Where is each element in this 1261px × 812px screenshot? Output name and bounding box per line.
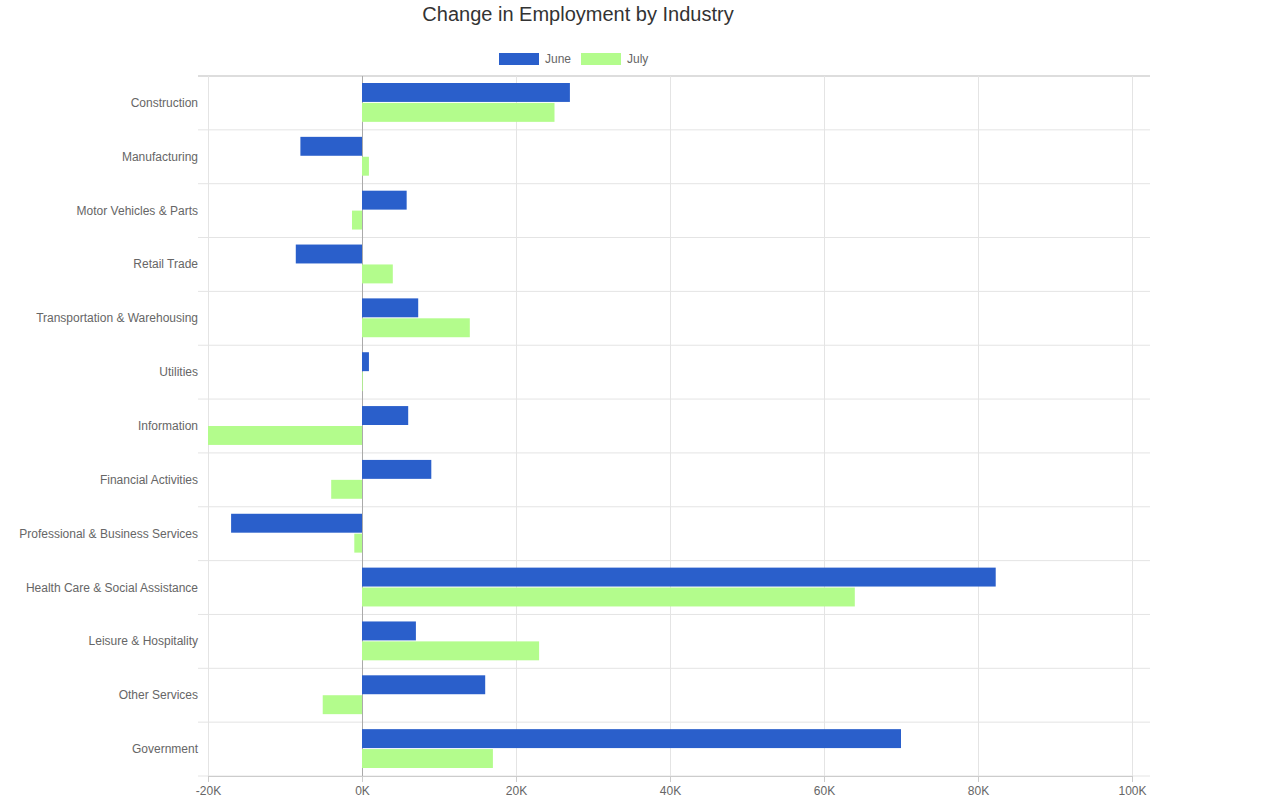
bar <box>362 749 493 768</box>
category-gridline <box>198 129 1150 130</box>
grid <box>198 76 1150 782</box>
bar <box>362 675 485 694</box>
bar <box>352 211 362 230</box>
bar <box>354 534 362 553</box>
bar <box>362 406 408 425</box>
category-gridline <box>198 76 1150 77</box>
category-label: Retail Trade <box>133 257 198 271</box>
category-gridline <box>198 345 1150 346</box>
legend-swatch <box>581 53 621 65</box>
category-label: Professional & Business Services <box>19 527 198 541</box>
category-label: Utilities <box>159 365 198 379</box>
bar <box>362 641 539 660</box>
bar <box>300 137 362 156</box>
tick-label: 100K <box>1118 784 1146 798</box>
bar <box>362 621 416 640</box>
category-label: Transportation & Warehousing <box>36 311 198 325</box>
bar <box>208 426 362 445</box>
bar <box>362 352 369 371</box>
category-label: Leisure & Hospitality <box>89 634 198 648</box>
category-gridline <box>198 668 1150 669</box>
category-gridline <box>198 614 1150 615</box>
tick-label: 20K <box>506 784 527 798</box>
bar <box>362 588 855 607</box>
tick-label: 80K <box>968 784 989 798</box>
bars <box>208 83 996 768</box>
category-gridline <box>198 560 1150 561</box>
bar <box>362 568 996 587</box>
bar <box>362 103 555 122</box>
category-label: Information <box>138 419 198 433</box>
chart: Change in Employment by Industry June July… <box>0 0 1261 812</box>
category-gridline <box>198 722 1150 723</box>
gridline <box>1132 76 1133 776</box>
tick-label: 40K <box>660 784 681 798</box>
category-gridline <box>198 452 1150 453</box>
bar <box>296 245 362 264</box>
category-label: Construction <box>131 96 198 110</box>
gridline <box>670 76 671 776</box>
category-label: Financial Activities <box>100 473 198 487</box>
bar <box>331 480 362 499</box>
category-label: Government <box>132 742 199 756</box>
category-label: Other Services <box>119 688 198 702</box>
category-gridline <box>198 291 1150 292</box>
bar <box>362 460 431 479</box>
tick-label: -20K <box>196 784 221 798</box>
tick-label: 0K <box>355 784 370 798</box>
tick <box>1132 776 1133 782</box>
category-label: Motor Vehicles & Parts <box>77 204 198 218</box>
category-label: Manufacturing <box>122 150 198 164</box>
legend-label: June <box>545 52 571 66</box>
bar <box>231 514 362 533</box>
bar <box>362 157 369 176</box>
x-axis <box>208 776 1132 777</box>
bar <box>323 695 362 714</box>
bar <box>362 318 470 337</box>
category-label: Health Care & Social Assistance <box>26 581 198 595</box>
category-gridline <box>198 776 1150 777</box>
gridline <box>978 76 979 776</box>
title: Change in Employment by Industry <box>422 3 733 25</box>
bar <box>362 191 407 210</box>
category-gridline <box>198 237 1150 238</box>
category-gridline <box>198 399 1150 400</box>
category-gridline <box>198 183 1150 184</box>
bar <box>362 372 364 391</box>
legend-swatch <box>499 53 539 65</box>
bar <box>362 729 901 748</box>
gridline <box>516 76 517 776</box>
bar <box>362 298 418 317</box>
bar <box>362 83 570 102</box>
tick-label: 60K <box>814 784 835 798</box>
legend-label: July <box>627 52 648 66</box>
gridline <box>362 76 363 776</box>
gridline <box>824 76 825 776</box>
category-gridline <box>198 506 1150 507</box>
bar <box>362 264 393 283</box>
